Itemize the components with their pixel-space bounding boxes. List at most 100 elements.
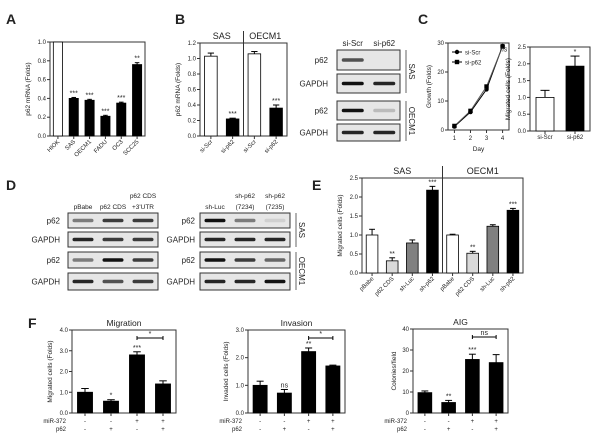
significance-label: * bbox=[110, 393, 113, 400]
y-tick-label: 0.4 bbox=[188, 103, 197, 109]
bar bbox=[466, 252, 479, 274]
western-blot-d-2: sh-Luc sh-p62 (7234) sh-p62 (7235) p62 GAPDH p6… bbox=[167, 193, 306, 291]
bar bbox=[506, 209, 520, 274]
significance-label: *** bbox=[117, 95, 125, 102]
legend-marker bbox=[454, 59, 460, 65]
x-tick-label: pBabe bbox=[439, 276, 456, 293]
lane-label: sh-p62 bbox=[265, 193, 285, 200]
row-label: GAPDH bbox=[32, 236, 61, 245]
bar bbox=[77, 391, 93, 414]
lane-label: +3'UTR bbox=[132, 204, 154, 211]
significance-label: *** bbox=[133, 345, 141, 352]
protein-band bbox=[132, 237, 154, 242]
y-tick-label: 2.5 bbox=[350, 176, 359, 182]
condition-value: - bbox=[424, 419, 426, 425]
bar bbox=[446, 234, 459, 274]
y-tick-label: 0.2 bbox=[38, 115, 47, 121]
protein-band bbox=[373, 108, 396, 113]
lane-label: pBabe bbox=[74, 204, 93, 211]
series-line bbox=[454, 46, 504, 127]
x-tick-label: HIOK bbox=[47, 139, 62, 154]
y-tick-label: 0.0 bbox=[60, 411, 69, 417]
protein-band bbox=[204, 218, 226, 223]
blot-strip bbox=[336, 73, 401, 94]
protein-band bbox=[132, 258, 154, 262]
legend-label: si-Scr bbox=[465, 51, 480, 57]
x-tick-label: pBabe bbox=[359, 276, 376, 293]
condition-value: + bbox=[307, 419, 311, 425]
y-tick-label: 0.5 bbox=[518, 112, 527, 118]
y-tick-label: 2.0 bbox=[236, 356, 245, 362]
x-tick-label: OC3 bbox=[112, 139, 125, 152]
panel-letter-b: B bbox=[175, 11, 185, 27]
condition-value: - bbox=[259, 427, 261, 433]
panel-letter-f: F bbox=[28, 315, 37, 331]
y-tick-label: 2.5 bbox=[518, 45, 527, 51]
bar bbox=[103, 400, 119, 414]
bar bbox=[276, 392, 292, 414]
row-label: GAPDH bbox=[300, 129, 329, 138]
significance-label: *** bbox=[468, 347, 476, 354]
x-tick-label: sh-p62 bbox=[419, 276, 437, 294]
cell-line-label: OECM1 bbox=[407, 107, 416, 136]
plot-frame bbox=[529, 46, 591, 132]
y-axis-label: Colonies/field bbox=[391, 351, 398, 390]
protein-band bbox=[132, 279, 154, 284]
condition-label: p62 bbox=[56, 427, 67, 433]
protein-band bbox=[264, 237, 286, 242]
significance-label: *** bbox=[428, 179, 436, 186]
y-tick-label: 2.0 bbox=[350, 195, 359, 201]
condition-value: - bbox=[283, 419, 285, 425]
protein-band bbox=[102, 237, 124, 242]
condition-value: - bbox=[471, 427, 473, 433]
y-tick-label: 0.0 bbox=[350, 271, 359, 277]
lane-label: si-p62 bbox=[373, 39, 395, 48]
x-tick-label: si-Scr bbox=[199, 139, 214, 154]
blot-strip bbox=[336, 100, 401, 121]
y-tick-label: 0.0 bbox=[188, 134, 197, 140]
y-tick-label: 1.0 bbox=[60, 390, 69, 396]
significance-label: ns bbox=[281, 382, 289, 389]
x-tick-label: FADU bbox=[93, 139, 109, 155]
bracket-label: * bbox=[149, 331, 152, 338]
protein-band bbox=[234, 218, 256, 223]
plot-frame bbox=[49, 41, 146, 137]
condition-value: + bbox=[331, 427, 335, 433]
y-tick-label: 2.0 bbox=[60, 370, 69, 376]
cell-line-label: OECM1 bbox=[297, 257, 306, 286]
y-tick-label: 1.5 bbox=[350, 214, 359, 220]
protein-band bbox=[72, 279, 94, 284]
condition-value: - bbox=[424, 427, 426, 433]
protein-band bbox=[102, 218, 124, 223]
bar bbox=[565, 65, 585, 132]
x-tick-label: si-p62 bbox=[567, 135, 584, 141]
y-tick-label: 3.0 bbox=[236, 328, 245, 334]
panel-letter-a: A bbox=[6, 11, 16, 27]
significance-label: *** bbox=[272, 98, 280, 105]
row-label: p62 bbox=[47, 217, 61, 226]
chart-b-1: 0.0 0.2 0.4 0.6 0.8 1.0 1.2 p62 mRNA (Folds) si-… bbox=[175, 31, 288, 155]
significance-label: ** bbox=[389, 251, 395, 258]
significance-label: * bbox=[574, 49, 577, 56]
bar bbox=[301, 351, 317, 414]
significance-label: ** bbox=[306, 341, 312, 348]
bar bbox=[132, 64, 143, 137]
blot-strip bbox=[336, 49, 401, 71]
condition-value: + bbox=[494, 419, 498, 425]
condition-value: + bbox=[471, 419, 475, 425]
ns-annotation: ns bbox=[500, 47, 508, 54]
x-tick-label: SAS bbox=[64, 139, 77, 152]
row-label: p62 bbox=[182, 256, 196, 265]
chart-title: AIG bbox=[453, 317, 468, 327]
legend-marker bbox=[454, 49, 460, 55]
y-tick-label: 1.0 bbox=[518, 95, 527, 101]
data-point bbox=[468, 108, 473, 114]
y-tick-label: 1.2 bbox=[188, 41, 197, 47]
condition-value: + bbox=[447, 427, 451, 433]
y-tick-label: 0.0 bbox=[38, 134, 47, 140]
lane-label: si-Scr bbox=[343, 39, 364, 48]
plot-frame bbox=[447, 42, 510, 131]
bar bbox=[426, 189, 439, 274]
condition-label: miR-372 bbox=[43, 419, 66, 425]
